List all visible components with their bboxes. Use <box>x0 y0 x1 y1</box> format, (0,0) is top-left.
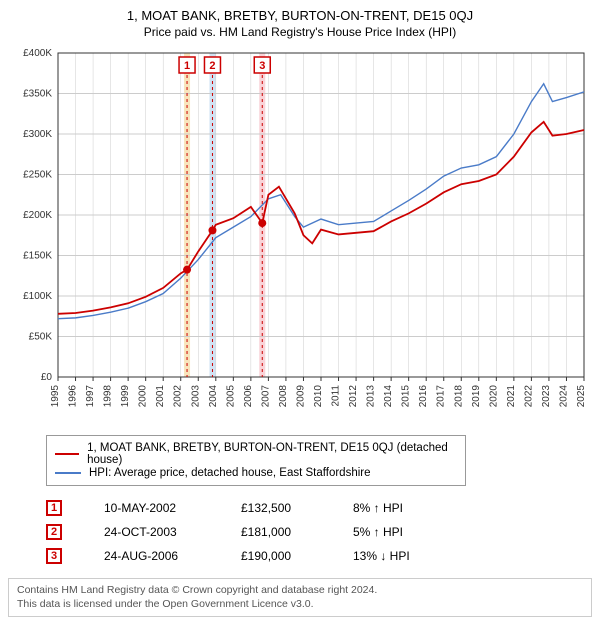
svg-text:2015: 2015 <box>401 385 412 408</box>
svg-text:1997: 1997 <box>85 385 96 408</box>
svg-text:2023: 2023 <box>541 385 552 408</box>
legend-label: HPI: Average price, detached house, East… <box>89 467 371 479</box>
svg-text:2004: 2004 <box>208 385 219 408</box>
transaction-row: 324-AUG-2006£190,00013% ↓ HPI <box>46 544 592 568</box>
svg-text:2002: 2002 <box>173 385 184 408</box>
svg-text:£250K: £250K <box>23 170 52 181</box>
svg-text:£300K: £300K <box>23 129 52 140</box>
svg-text:2009: 2009 <box>295 385 306 408</box>
svg-text:2006: 2006 <box>243 385 254 408</box>
svg-text:2012: 2012 <box>348 385 359 408</box>
transaction-price: 24-OCT-2003 <box>104 525 199 539</box>
svg-text:2010: 2010 <box>313 385 324 408</box>
transaction-diff: 13% ↓ HPI <box>353 549 463 563</box>
transaction-price: 24-AUG-2006 <box>104 549 199 563</box>
svg-text:3: 3 <box>259 60 265 72</box>
svg-text:1995: 1995 <box>50 385 61 408</box>
svg-text:2008: 2008 <box>278 385 289 408</box>
svg-text:£0: £0 <box>41 372 53 383</box>
transaction-table: 110-MAY-2002£132,5008% ↑ HPI224-OCT-2003… <box>46 496 592 568</box>
svg-text:2021: 2021 <box>506 385 517 408</box>
transaction-marker: 1 <box>46 500 62 516</box>
legend-label: 1, MOAT BANK, BRETBY, BURTON-ON-TRENT, D… <box>87 442 457 466</box>
legend-swatch <box>55 453 79 456</box>
svg-text:1999: 1999 <box>120 385 131 408</box>
transaction-diff: 8% ↑ HPI <box>353 501 463 515</box>
svg-text:2022: 2022 <box>523 385 534 408</box>
svg-text:£50K: £50K <box>29 332 53 343</box>
chart-subtitle: Price paid vs. HM Land Registry's House … <box>8 25 592 39</box>
transaction-row: 224-OCT-2003£181,0005% ↑ HPI <box>46 520 592 544</box>
svg-text:2017: 2017 <box>436 385 447 408</box>
svg-text:1996: 1996 <box>68 385 79 408</box>
svg-text:2011: 2011 <box>331 385 342 407</box>
svg-text:2018: 2018 <box>453 385 464 408</box>
svg-text:2016: 2016 <box>418 385 429 408</box>
transaction-marker: 3 <box>46 548 62 564</box>
chart-container: 1, MOAT BANK, BRETBY, BURTON-ON-TRENT, D… <box>0 0 600 625</box>
svg-text:2013: 2013 <box>366 385 377 408</box>
svg-text:2: 2 <box>209 60 215 72</box>
svg-text:2019: 2019 <box>471 385 482 408</box>
svg-text:2001: 2001 <box>155 385 166 408</box>
legend-item: HPI: Average price, detached house, East… <box>55 467 457 479</box>
chart-plot-area: £0 £50K £100K £150K £200K £250K £300K £350K £400… <box>8 47 592 427</box>
footer-line-1: Contains HM Land Registry data © Crown c… <box>17 584 583 598</box>
svg-text:£400K: £400K <box>23 48 52 59</box>
svg-text:2003: 2003 <box>190 385 201 408</box>
transaction-row: 110-MAY-2002£132,5008% ↑ HPI <box>46 496 592 520</box>
svg-text:2014: 2014 <box>383 385 394 408</box>
svg-text:2007: 2007 <box>260 385 271 408</box>
line-chart: £0 £50K £100K £150K £200K £250K £300K £350K £400… <box>8 47 592 427</box>
attribution-footer: Contains HM Land Registry data © Crown c… <box>8 578 592 617</box>
svg-text:1998: 1998 <box>103 385 114 408</box>
svg-text:2024: 2024 <box>558 385 569 408</box>
legend-item: 1, MOAT BANK, BRETBY, BURTON-ON-TRENT, D… <box>55 442 457 466</box>
svg-text:2005: 2005 <box>225 385 236 408</box>
svg-text:£200K: £200K <box>23 210 52 221</box>
svg-text:£100K: £100K <box>23 291 52 302</box>
svg-text:£350K: £350K <box>23 89 52 100</box>
svg-text:£150K: £150K <box>23 251 52 262</box>
svg-text:1: 1 <box>184 60 190 72</box>
chart-title: 1, MOAT BANK, BRETBY, BURTON-ON-TRENT, D… <box>8 8 592 23</box>
legend: 1, MOAT BANK, BRETBY, BURTON-ON-TRENT, D… <box>46 435 466 486</box>
transaction-diff: 5% ↑ HPI <box>353 525 463 539</box>
legend-swatch <box>55 472 81 474</box>
transaction-price: 10-MAY-2002 <box>104 501 199 515</box>
svg-text:2000: 2000 <box>138 385 149 408</box>
svg-text:2025: 2025 <box>576 385 587 408</box>
footer-line-2: This data is licensed under the Open Gov… <box>17 598 583 612</box>
svg-text:2020: 2020 <box>488 385 499 408</box>
transaction-marker: 2 <box>46 524 62 540</box>
